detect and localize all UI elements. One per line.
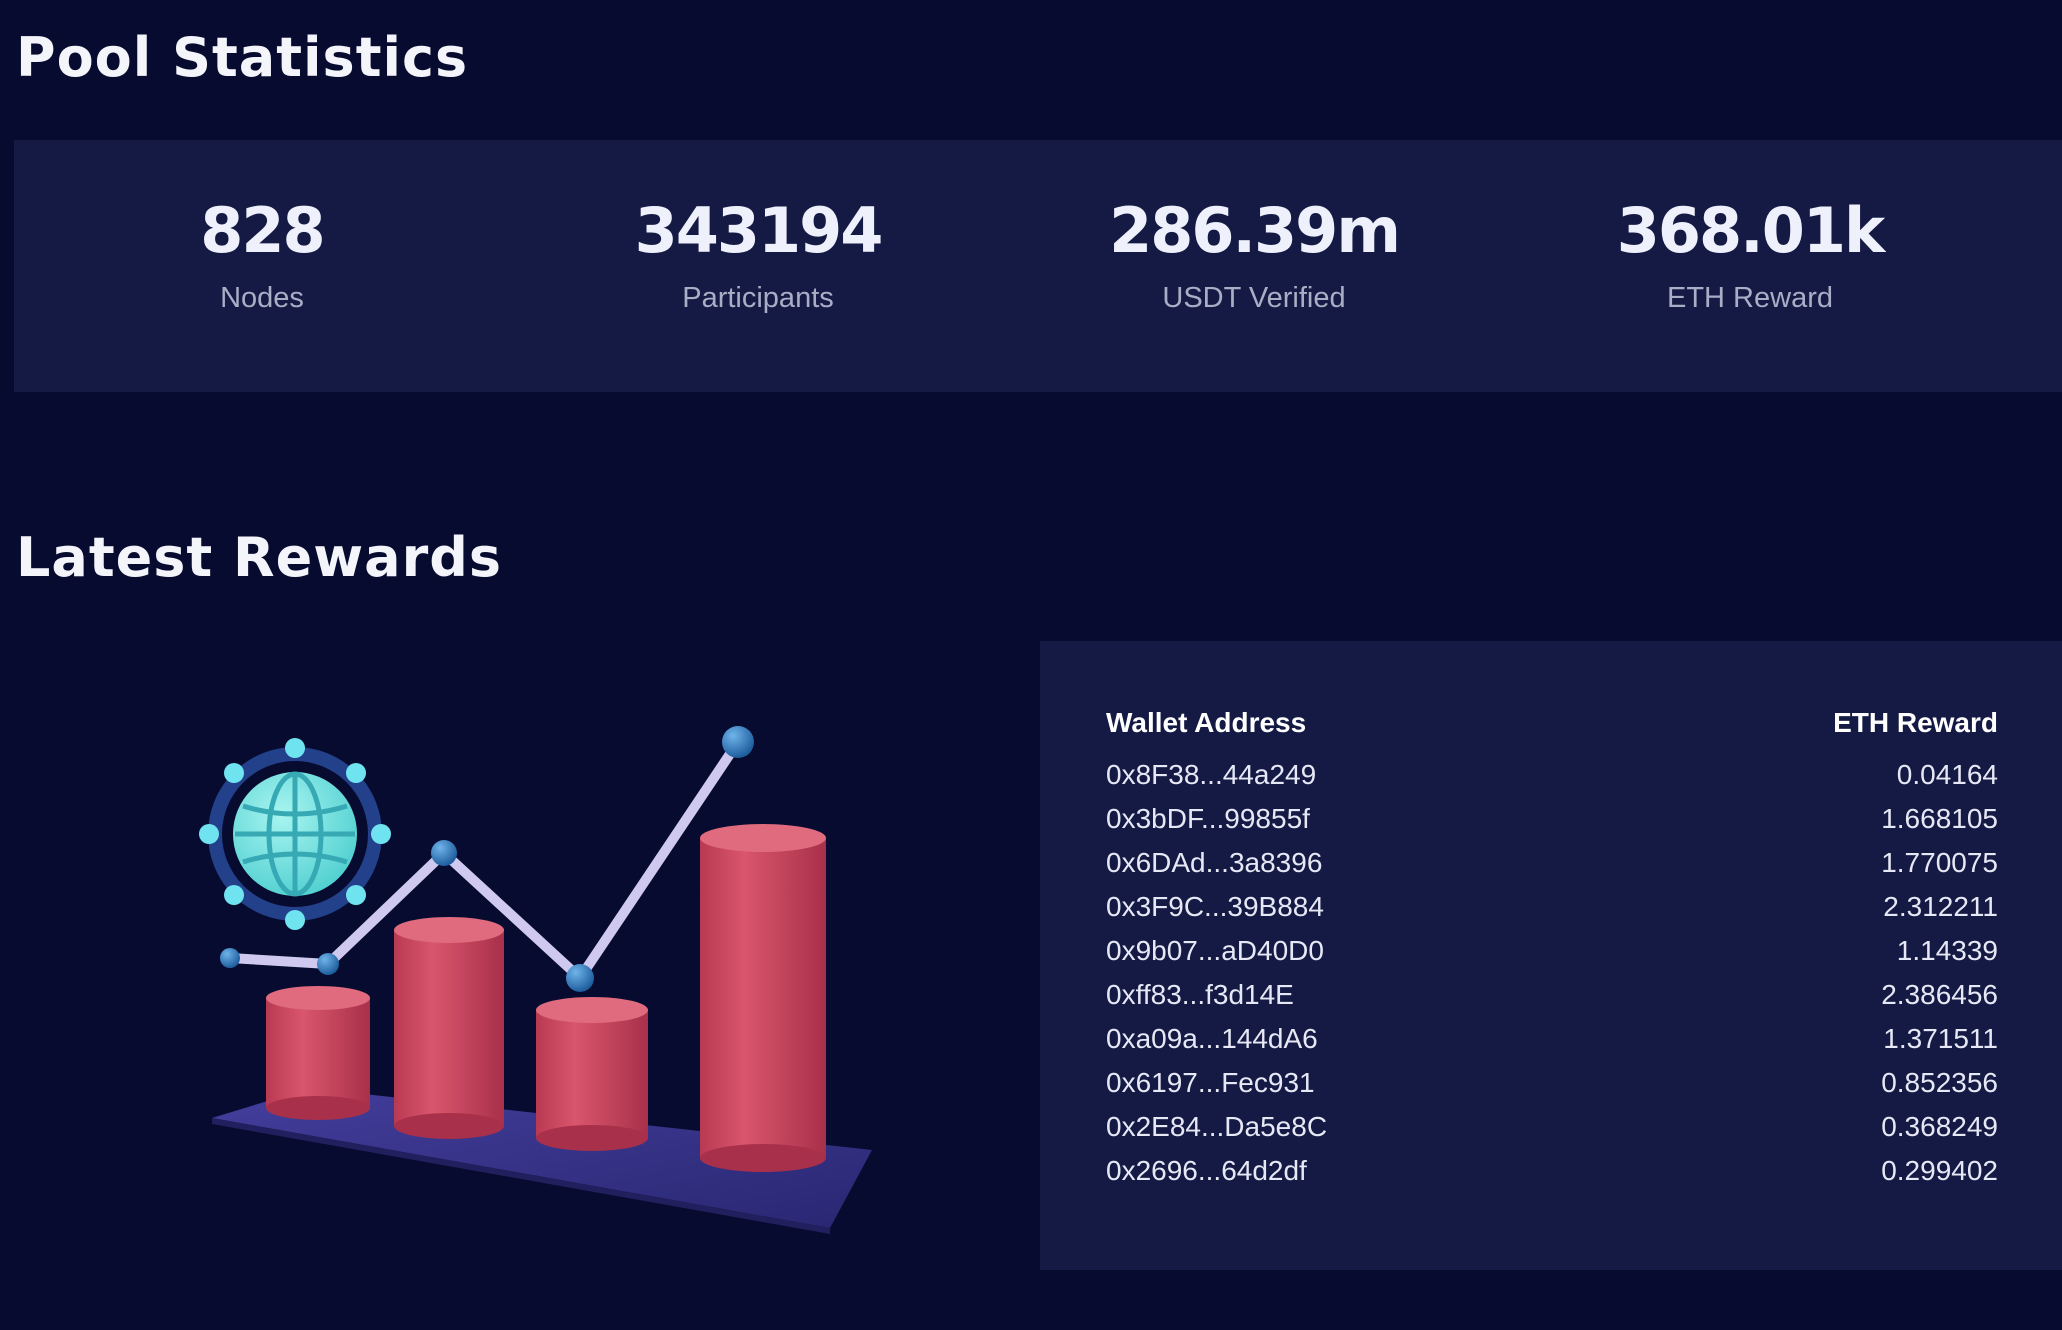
table-header-row: Wallet Address ETH Reward (1106, 707, 1998, 753)
table-row: 0x3F9C...39B884 2.312211 (1106, 885, 1998, 929)
stat-participants: 343194 Participants (510, 140, 1006, 392)
eth-reward: 0.04164 (1896, 759, 1998, 790)
wallet-address: 0x3F9C...39B884 (1106, 891, 1324, 922)
growth-chart-globe-illustration (199, 726, 872, 1234)
eth-reward: 0.368249 (1881, 1111, 1998, 1142)
chart-bar-2 (394, 917, 504, 1139)
table-row: 0x2696...64d2df 0.299402 (1106, 1149, 1998, 1193)
latest-rewards-title: Latest Rewards (16, 526, 502, 589)
stat-value: 368.01k (1616, 194, 1885, 267)
wallet-address: 0x9b07...aD40D0 (1106, 935, 1324, 966)
eth-reward: 0.852356 (1881, 1067, 1998, 1098)
eth-reward: 1.14339 (1896, 935, 1998, 966)
stat-label: ETH Reward (1667, 282, 1833, 314)
wallet-address: 0x2696...64d2df (1106, 1155, 1307, 1186)
eth-reward: 1.371511 (1883, 1023, 1998, 1054)
table-row: 0x2E84...Da5e8C 0.368249 (1106, 1105, 1998, 1149)
stat-nodes: 828 Nodes (14, 140, 510, 392)
table-row: 0x9b07...aD40D0 1.14339 (1106, 929, 1998, 973)
stat-value: 343194 (634, 194, 884, 267)
table-row: 0x3bDF...99855f 1.668105 (1106, 797, 1998, 841)
stats-panel: 828 Nodes 343194 Participants 286.39m US… (14, 140, 2062, 392)
wallet-address: 0x2E84...Da5e8C (1106, 1111, 1328, 1142)
eth-reward: 2.312211 (1883, 891, 1998, 922)
wallet-address: 0x8F38...44a249 (1106, 759, 1317, 790)
table-row: 0x6DAd...3a8396 1.770075 (1106, 841, 1998, 885)
stat-value: 828 (200, 194, 325, 267)
stat-label: USDT Verified (1162, 282, 1346, 314)
globe-icon (199, 738, 391, 930)
wallet-address: 0x6DAd...3a8396 (1106, 847, 1323, 878)
stat-eth-reward: 368.01k ETH Reward (1502, 140, 1998, 392)
wallet-address: 0xff83...f3d14E (1106, 979, 1294, 1010)
stat-value: 286.39m (1109, 194, 1401, 267)
column-header-reward: ETH Reward (1833, 707, 1998, 738)
wallet-address: 0x6197...Fec931 (1106, 1067, 1315, 1098)
table-row: 0xff83...f3d14E 2.386456 (1106, 973, 1998, 1017)
chart-bar-4 (700, 824, 826, 1172)
table-row: 0xa09a...144dA6 1.371511 (1106, 1017, 1998, 1061)
eth-reward: 2.386456 (1881, 979, 1998, 1010)
chart-base-plate (212, 1088, 872, 1228)
eth-reward: 1.668105 (1881, 803, 1998, 834)
chart-bar-1 (266, 986, 370, 1120)
wallet-address: 0xa09a...144dA6 (1106, 1023, 1318, 1054)
wallet-address: 0x3bDF...99855f (1106, 803, 1310, 834)
eth-reward: 1.770075 (1881, 847, 1998, 878)
column-header-wallet: Wallet Address (1106, 707, 1307, 738)
chart-bar-3 (536, 997, 648, 1151)
latest-rewards-panel: Wallet Address ETH Reward 0x8F38...44a24… (1040, 641, 2062, 1270)
eth-reward: 0.299402 (1881, 1155, 1998, 1186)
stat-label: Nodes (220, 282, 304, 314)
table-row: 0x8F38...44a249 0.04164 (1106, 753, 1998, 797)
pool-statistics-title: Pool Statistics (16, 26, 469, 89)
stat-usdt-verified: 286.39m USDT Verified (1006, 140, 1502, 392)
rewards-table: Wallet Address ETH Reward 0x8F38...44a24… (1106, 707, 1998, 1193)
table-row: 0x6197...Fec931 0.852356 (1106, 1061, 1998, 1105)
stat-label: Participants (682, 282, 834, 314)
